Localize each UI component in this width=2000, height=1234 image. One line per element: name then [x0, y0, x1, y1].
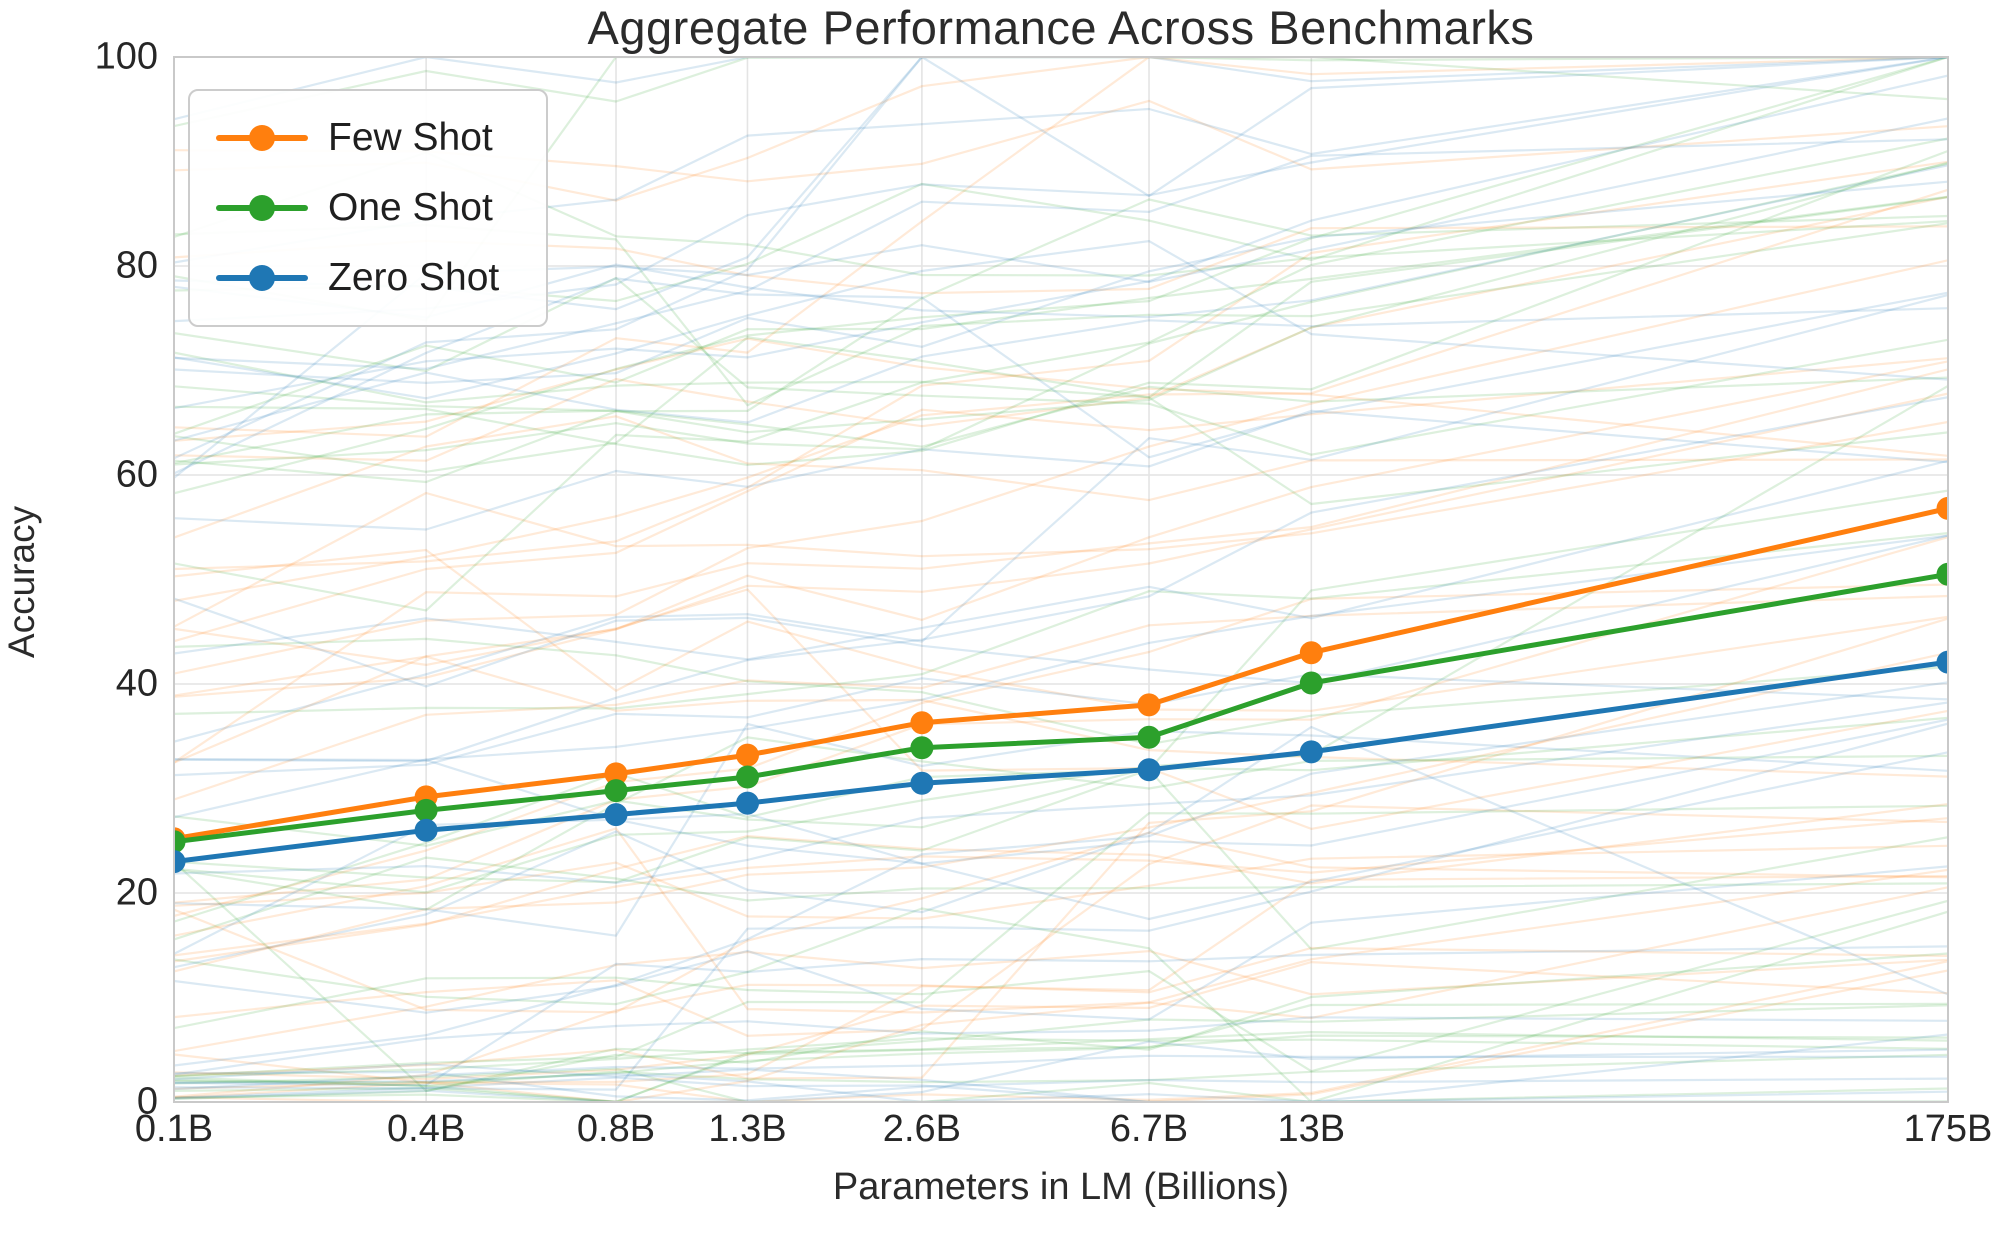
y-tick-label: 80	[115, 244, 158, 287]
data-point-zero-shot	[604, 803, 628, 827]
data-point-one-shot	[1299, 671, 1323, 695]
legend-item-one-shot: One Shot	[216, 177, 516, 239]
data-point-zero-shot	[910, 771, 934, 795]
x-tick-label: 175B	[1903, 1108, 1993, 1150]
x-tick-label: 2.6B	[882, 1108, 961, 1150]
y-tick-label: 40	[115, 662, 158, 705]
x-axis-label: Parameters in LM (Billions)	[832, 1166, 1290, 1208]
data-point-zero-shot	[1299, 740, 1323, 764]
x-tick-label: 0.1B	[134, 1108, 214, 1150]
data-point-one-shot	[1936, 562, 1948, 586]
y-tick-label: 20	[115, 871, 158, 914]
data-point-zero-shot	[414, 818, 438, 842]
data-point-zero-shot	[1137, 758, 1161, 782]
series-one-shot	[174, 562, 1948, 854]
data-point-zero-shot	[1936, 650, 1948, 674]
data-point-one-shot	[414, 798, 438, 822]
one-shot-line-marker-icon	[216, 195, 308, 221]
x-tick-label: 0.8B	[576, 1108, 656, 1150]
x-tick-label: 1.3B	[708, 1108, 787, 1150]
plot-border	[173, 56, 1949, 1103]
y-tick-label: 0	[136, 1080, 158, 1123]
zero-shot-line-marker-icon	[216, 265, 308, 291]
data-point-one-shot	[174, 830, 186, 854]
legend: Few Shot One Shot Zero Shot	[188, 89, 548, 327]
x-tick-label: 0.4B	[387, 1108, 466, 1150]
legend-item-few-shot: Few Shot	[216, 107, 516, 169]
data-point-one-shot	[604, 779, 628, 803]
data-point-one-shot	[736, 765, 759, 789]
y-tick-label: 100	[94, 35, 158, 78]
y-axis-label: Accuracy	[1, 505, 42, 659]
data-point-few-shot	[604, 762, 628, 786]
data-point-few-shot	[736, 743, 759, 767]
y-tick-label: 60	[115, 453, 158, 496]
x-tick-label: 6.7B	[1109, 1108, 1189, 1150]
data-point-few-shot	[910, 711, 934, 735]
data-point-one-shot	[1137, 725, 1161, 749]
data-point-one-shot	[910, 736, 934, 760]
chart-title: Aggregate Performance Across Benchmarks	[587, 1, 1535, 54]
data-point-zero-shot	[736, 791, 759, 815]
data-point-few-shot	[1936, 496, 1948, 520]
legend-label-zero-shot: Zero Shot	[328, 256, 500, 299]
legend-label-one-shot: One Shot	[328, 186, 493, 229]
series-zero-shot	[174, 650, 1948, 874]
data-point-few-shot	[1299, 641, 1323, 665]
few-shot-line-marker-icon	[216, 125, 308, 151]
legend-item-zero-shot: Zero Shot	[216, 247, 516, 309]
legend-label-few-shot: Few Shot	[328, 116, 493, 159]
x-tick-label: 13B	[1277, 1108, 1346, 1150]
data-point-zero-shot	[174, 850, 186, 874]
data-point-few-shot	[1137, 693, 1161, 717]
